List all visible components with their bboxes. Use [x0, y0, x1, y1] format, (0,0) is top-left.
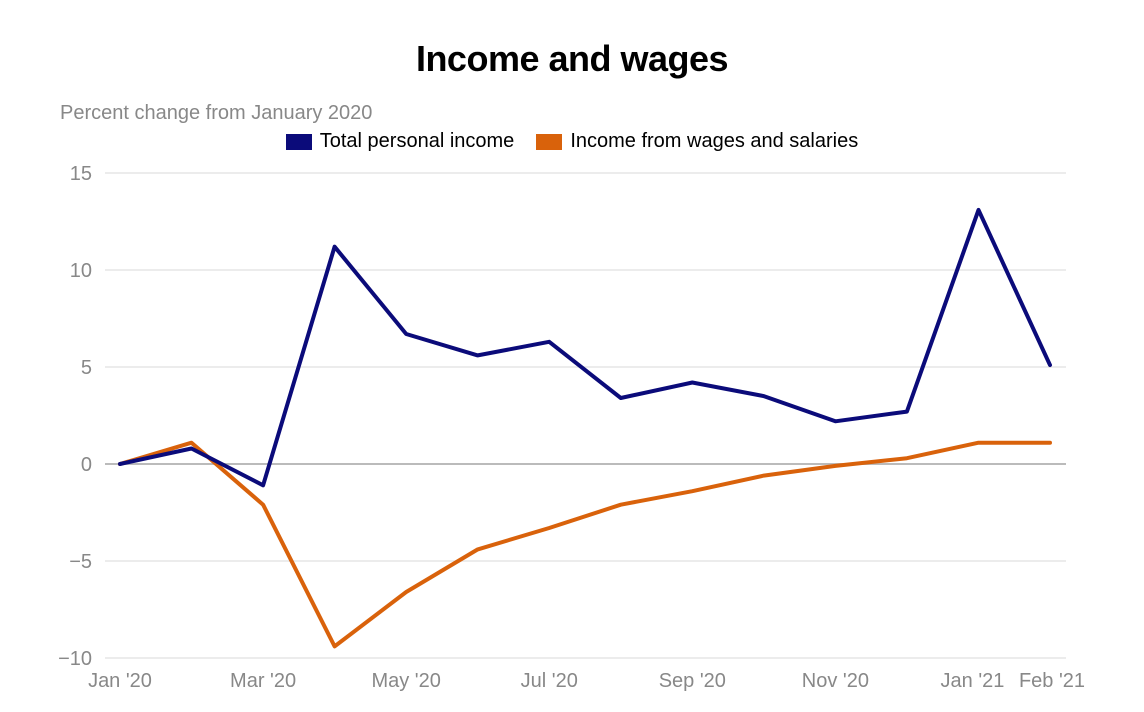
legend-label-total-income: Total personal income [319, 130, 515, 152]
x-tick-label: Mar '20 [230, 670, 296, 692]
legend-label-wages: Income from wages and salaries [570, 130, 859, 152]
chart-title: Income and wages [415, 38, 729, 79]
legend-swatch-wages [536, 133, 563, 150]
y-tick-label: 15 [70, 163, 92, 185]
legend-item-total-income: Total personal income [285, 130, 515, 153]
y-tick-label: 0 [81, 454, 92, 476]
x-tick-label: Nov '20 [802, 670, 869, 692]
legend-swatch-total-income [285, 133, 312, 150]
y-tick-label: −10 [58, 648, 92, 670]
series-line-wages [118, 440, 1052, 649]
x-tick-label: Feb '21 [1019, 670, 1085, 692]
x-tick-label: Jul '20 [521, 670, 578, 692]
y-tick-label: 5 [81, 357, 92, 379]
legend-item-wages: Income from wages and salaries [536, 130, 858, 153]
x-tick-label: Jan '21 [941, 670, 1005, 692]
chart-subtitle: Percent change from January 2020 [60, 102, 373, 124]
x-tick-label: Sep '20 [659, 670, 726, 692]
legend: Total personal income Income from wages … [0, 130, 1144, 153]
y-tick-label: 10 [70, 260, 92, 282]
x-tick-label: Jan '20 [88, 670, 152, 692]
series-line-total-income [118, 207, 1052, 488]
y-tick-label: −5 [69, 551, 92, 573]
x-tick-label: May '20 [371, 670, 440, 692]
